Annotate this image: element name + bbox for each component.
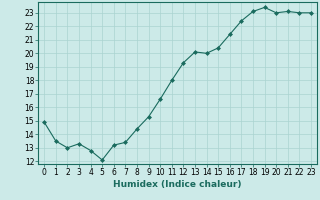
X-axis label: Humidex (Indice chaleur): Humidex (Indice chaleur) (113, 180, 242, 189)
